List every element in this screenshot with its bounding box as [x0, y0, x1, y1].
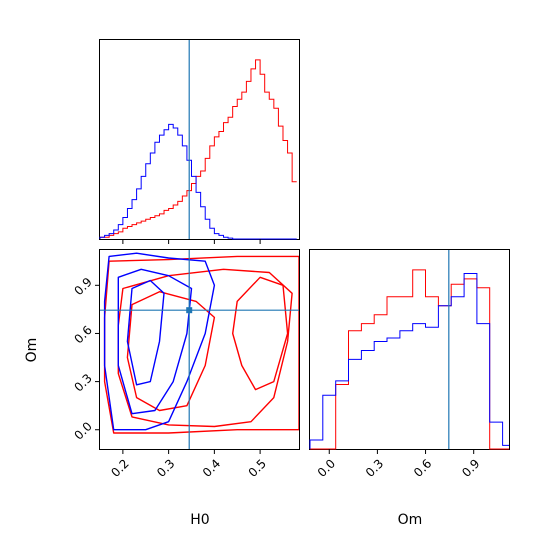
hist-h0-step-red: [99, 59, 297, 239]
hist-om-step-red: [310, 269, 509, 450]
contour-red-level-2: [126, 291, 216, 412]
x-axis-title-h0: H0: [190, 512, 209, 528]
x-tick-label-om: 0.9: [459, 456, 482, 479]
contour-blue-level-1: [117, 268, 193, 415]
contour-blue-level-2: [126, 279, 165, 386]
truth-marker: [186, 307, 193, 314]
contour-frame: [99, 249, 300, 450]
hist-h0-panel: [99, 40, 297, 240]
contour-blue-level-0: [103, 252, 216, 431]
hist-h0-step-blue: [99, 123, 297, 240]
y-tick-label-om: 0.0: [71, 419, 94, 442]
x-tick-label-om: 0.3: [363, 456, 386, 479]
x-tick-label-om: 0.6: [411, 456, 434, 479]
hist-h0-frame: [99, 39, 300, 240]
contour-red-level-3: [232, 276, 289, 391]
x-tick-label-om: 0.0: [315, 456, 338, 479]
hist-om-frame: [309, 249, 510, 450]
tick-layer: 0.2 0.3 0.4 0.5 0.0 0.3 0.6 0.9 0.0 0.3 0.6 0.9: [71, 239, 483, 480]
contour-panel: [100, 250, 299, 449]
x-tick-label-h0: 0.4: [200, 456, 223, 479]
x-tick-label-h0: 0.3: [154, 456, 177, 479]
y-axis-title-om: Om: [24, 338, 40, 363]
contour-red-level-1: [117, 268, 293, 428]
y-tick-label-om: 0.9: [71, 275, 94, 298]
y-tick-label-om: 0.3: [71, 371, 94, 394]
hist-om-step-blue: [309, 273, 509, 449]
contour-red-level-0: [103, 255, 299, 434]
y-tick-label-om: 0.6: [71, 323, 94, 346]
hist-om-panel: [309, 250, 509, 450]
contour-lines: [103, 252, 299, 434]
x-tick-label-h0: 0.5: [246, 456, 269, 479]
x-tick-label-h0: 0.2: [108, 456, 131, 479]
x-axis-title-om: Om: [398, 512, 423, 528]
